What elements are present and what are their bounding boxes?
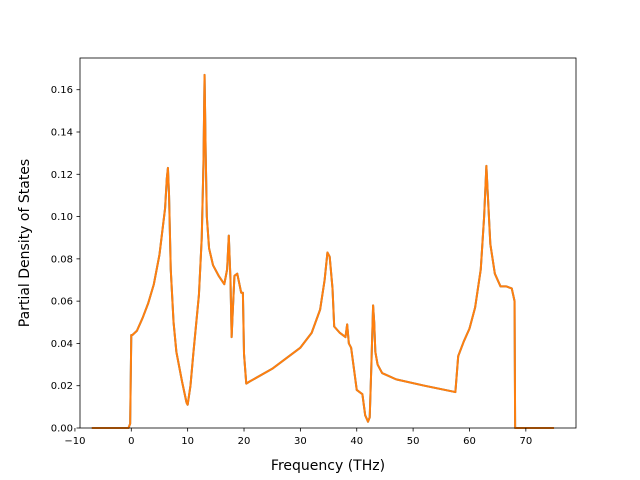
y-tick-label: 0.00 — [51, 424, 73, 435]
x-tick-label: 0 — [128, 436, 134, 447]
series-layer — [91, 73, 555, 429]
y-tick-label: 0.06 — [51, 297, 73, 308]
x-tick-label: 50 — [407, 436, 420, 447]
x-axis-ticks: −10 0 10 20 30 40 50 60 70 — [64, 428, 532, 447]
y-tick-label: 0.02 — [51, 381, 73, 392]
y-tick-label: 0.10 — [51, 212, 73, 223]
x-tick-label: 20 — [238, 436, 251, 447]
x-tick-label: −10 — [64, 436, 85, 447]
y-tick-label: 0.12 — [51, 170, 73, 181]
y-tick-label: 0.14 — [51, 128, 73, 139]
x-tick-label: 10 — [181, 436, 194, 447]
x-tick-label: 30 — [294, 436, 307, 447]
plot-frame — [79, 57, 577, 429]
y-tick-label: 0.04 — [51, 339, 73, 350]
x-tick-label: 40 — [350, 436, 363, 447]
y-tick-label: 0.16 — [51, 85, 73, 96]
y-axis-ticks: 0.00 0.02 0.04 0.06 0.08 0.10 0.12 0.14 0.16 — [51, 85, 80, 435]
x-tick-label: 70 — [519, 436, 532, 447]
y-axis-label: Partial Density of States — [17, 159, 33, 327]
y-tick-label: 0.08 — [51, 254, 73, 265]
x-tick-label: 60 — [463, 436, 476, 447]
series-line-2 — [91, 73, 555, 429]
x-axis-label: Frequency (THz) — [271, 458, 385, 474]
